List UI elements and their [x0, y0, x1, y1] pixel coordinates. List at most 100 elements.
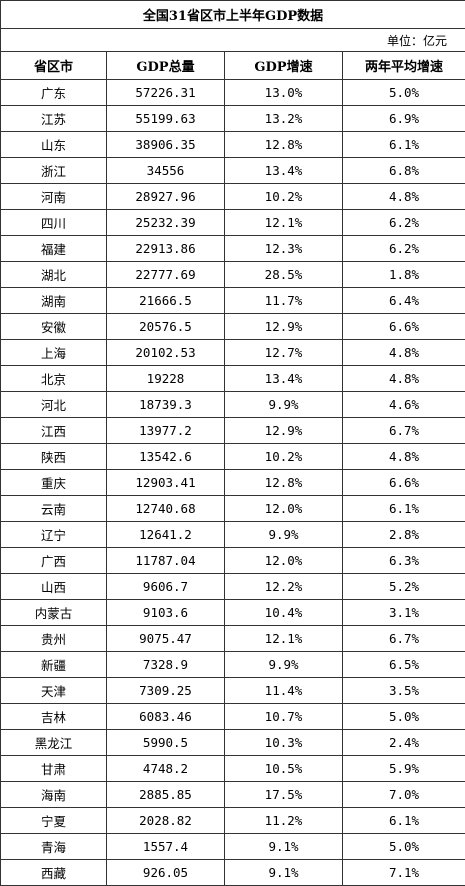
gdp-total-cell: 21666.5: [107, 288, 225, 314]
gdp-growth-cell: 12.0%: [225, 496, 343, 522]
gdp-growth-cell: 12.0%: [225, 548, 343, 574]
region-cell: 贵州: [1, 626, 107, 652]
gdp-growth-cell: 10.2%: [225, 184, 343, 210]
region-cell: 福建: [1, 236, 107, 262]
two-year-avg-cell: 5.0%: [343, 704, 465, 730]
gdp-growth-cell: 9.1%: [225, 860, 343, 886]
region-cell: 新疆: [1, 652, 107, 678]
gdp-total-cell: 12903.41: [107, 470, 225, 496]
region-cell: 宁夏: [1, 808, 107, 834]
region-cell: 云南: [1, 496, 107, 522]
gdp-total-cell: 7328.9: [107, 652, 225, 678]
gdp-growth-cell: 10.5%: [225, 756, 343, 782]
region-cell: 甘肃: [1, 756, 107, 782]
two-year-avg-cell: 1.8%: [343, 262, 465, 288]
table-title: 全国31省区市上半年GDP数据: [1, 1, 465, 29]
gdp-growth-cell: 10.4%: [225, 600, 343, 626]
two-year-avg-cell: 6.7%: [343, 418, 465, 444]
gdp-total-cell: 20576.5: [107, 314, 225, 340]
gdp-growth-cell: 9.1%: [225, 834, 343, 860]
two-year-avg-cell: 3.1%: [343, 600, 465, 626]
region-cell: 青海: [1, 834, 107, 860]
gdp-total-cell: 11787.04: [107, 548, 225, 574]
two-year-avg-cell: 5.0%: [343, 80, 465, 106]
two-year-avg-cell: 4.8%: [343, 366, 465, 392]
two-year-avg-cell: 7.0%: [343, 782, 465, 808]
two-year-avg-cell: 7.1%: [343, 860, 465, 886]
region-cell: 山东: [1, 132, 107, 158]
gdp-growth-cell: 13.4%: [225, 158, 343, 184]
gdp-total-cell: 9606.7: [107, 574, 225, 600]
two-year-avg-cell: 6.8%: [343, 158, 465, 184]
region-cell: 河北: [1, 392, 107, 418]
gdp-total-cell: 55199.63: [107, 106, 225, 132]
gdp-total-cell: 12641.2: [107, 522, 225, 548]
region-cell: 陕西: [1, 444, 107, 470]
gdp-total-cell: 4748.2: [107, 756, 225, 782]
gdp-total-cell: 57226.31: [107, 80, 225, 106]
two-year-avg-cell: 6.4%: [343, 288, 465, 314]
two-year-avg-cell: 3.5%: [343, 678, 465, 704]
gdp-total-cell: 2028.82: [107, 808, 225, 834]
gdp-growth-cell: 11.7%: [225, 288, 343, 314]
gdp-growth-cell: 12.1%: [225, 626, 343, 652]
region-cell: 黑龙江: [1, 730, 107, 756]
two-year-avg-cell: 5.0%: [343, 834, 465, 860]
gdp-total-cell: 20102.53: [107, 340, 225, 366]
region-cell: 山西: [1, 574, 107, 600]
gdp-growth-cell: 9.9%: [225, 652, 343, 678]
two-year-avg-cell: 6.9%: [343, 106, 465, 132]
gdp-total-cell: 926.05: [107, 860, 225, 886]
gdp-growth-cell: 9.9%: [225, 392, 343, 418]
two-year-avg-cell: 6.1%: [343, 808, 465, 834]
unit-label: 单位：亿元: [1, 29, 465, 52]
gdp-total-cell: 18739.3: [107, 392, 225, 418]
region-cell: 四川: [1, 210, 107, 236]
gdp-total-cell: 38906.35: [107, 132, 225, 158]
gdp-growth-cell: 12.1%: [225, 210, 343, 236]
two-year-avg-cell: 2.4%: [343, 730, 465, 756]
gdp-growth-cell: 12.2%: [225, 574, 343, 600]
gdp-growth-cell: 13.2%: [225, 106, 343, 132]
two-year-avg-cell: 6.3%: [343, 548, 465, 574]
gdp-total-cell: 13977.2: [107, 418, 225, 444]
gdp-growth-cell: 11.2%: [225, 808, 343, 834]
gdp-growth-cell: 12.8%: [225, 132, 343, 158]
gdp-growth-cell: 11.4%: [225, 678, 343, 704]
region-cell: 安徽: [1, 314, 107, 340]
two-year-avg-cell: 4.8%: [343, 340, 465, 366]
two-year-avg-cell: 2.8%: [343, 522, 465, 548]
column-header-gdp-total: GDP总量: [107, 52, 225, 80]
gdp-growth-cell: 9.9%: [225, 522, 343, 548]
gdp-growth-cell: 13.0%: [225, 80, 343, 106]
gdp-growth-cell: 12.8%: [225, 470, 343, 496]
gdp-total-cell: 5990.5: [107, 730, 225, 756]
column-header-two-year-avg: 两年平均增速: [343, 52, 465, 80]
two-year-avg-cell: 4.8%: [343, 184, 465, 210]
gdp-total-cell: 9103.6: [107, 600, 225, 626]
region-cell: 内蒙古: [1, 600, 107, 626]
gdp-total-cell: 28927.96: [107, 184, 225, 210]
column-header-gdp-growth: GDP增速: [225, 52, 343, 80]
region-cell: 江西: [1, 418, 107, 444]
gdp-growth-cell: 10.7%: [225, 704, 343, 730]
